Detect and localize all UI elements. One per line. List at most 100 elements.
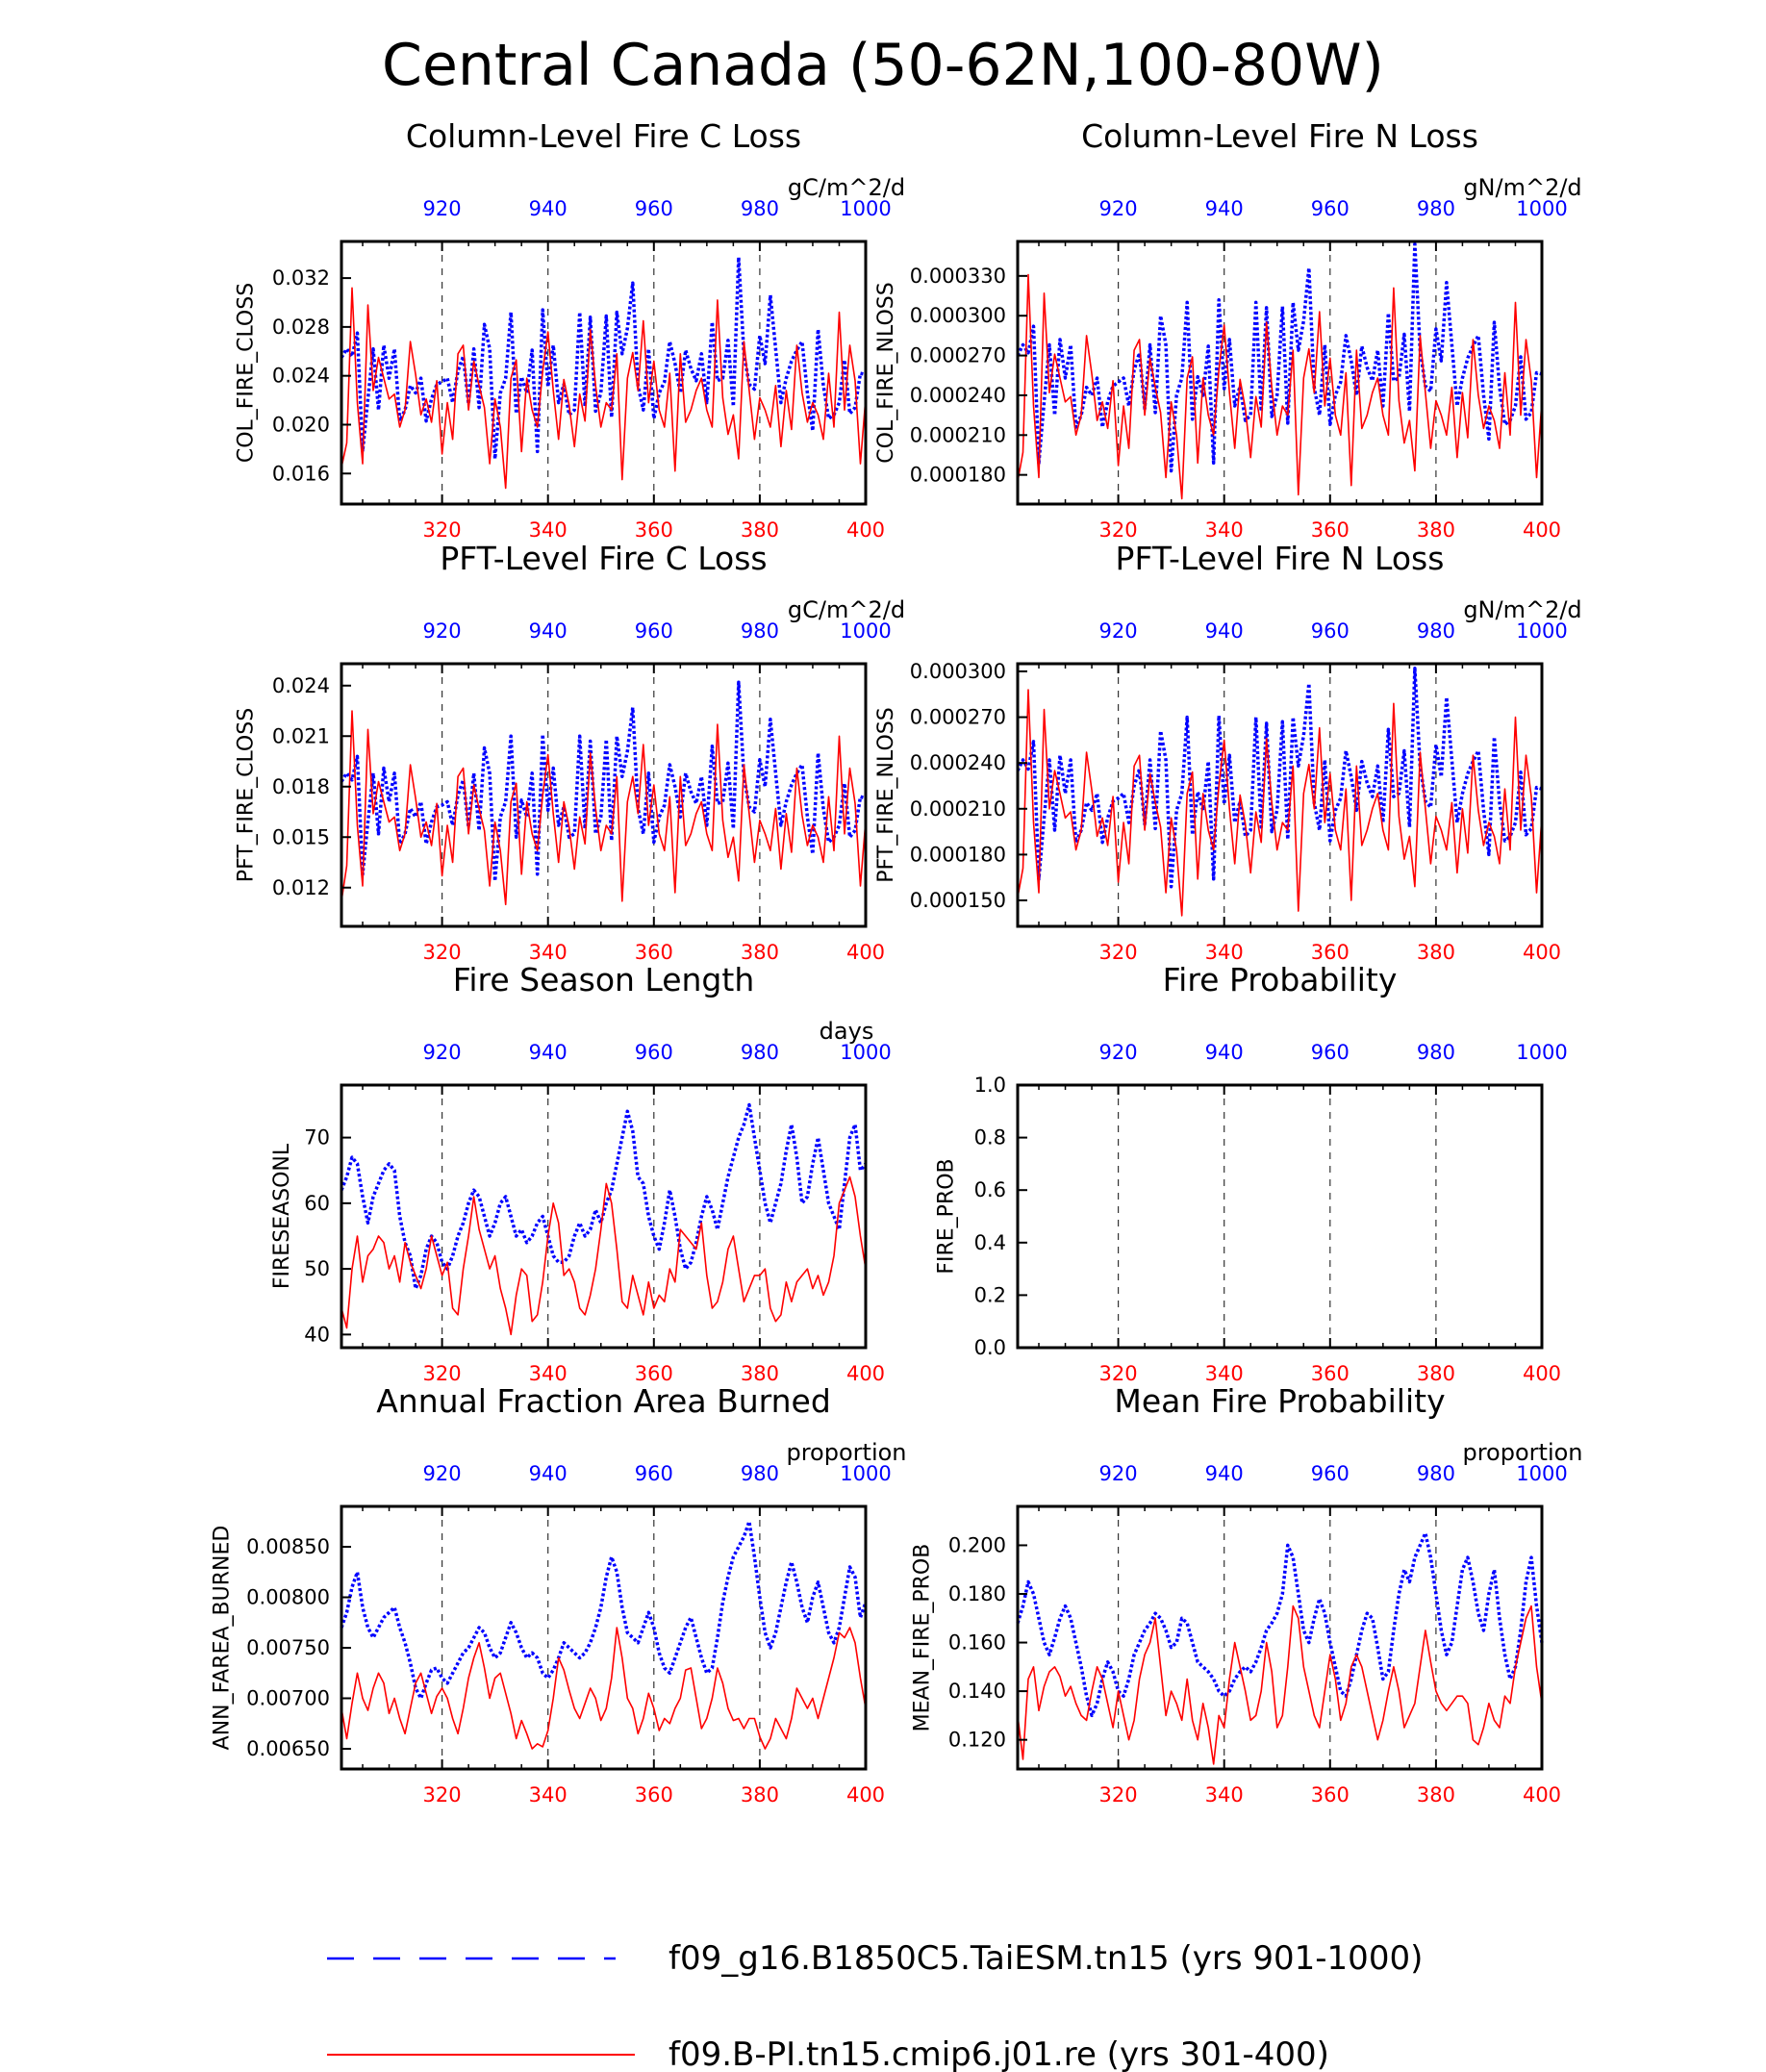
chart-title: PFT-Level Fire N Loss — [1116, 540, 1445, 577]
x-tick-label: 360 — [1311, 1362, 1350, 1385]
x-tick-label: 360 — [635, 1362, 673, 1385]
x-top-tick-label: 960 — [635, 619, 673, 643]
x-tick-label: 320 — [1099, 941, 1138, 964]
y-tick-label: 0.032 — [272, 266, 330, 290]
x-top-tick-label: 920 — [423, 1041, 462, 1064]
plot-frame — [1016, 662, 1544, 928]
y-tick-label: 0.000300 — [910, 660, 1006, 683]
series-line — [1017, 273, 1543, 500]
y-tick-label: 0.024 — [272, 365, 330, 388]
y-tick-label: 0.000240 — [910, 751, 1006, 774]
units-label: proportion — [1462, 1439, 1582, 1466]
units-label: gC/m^2/d — [788, 174, 905, 201]
chart-panel: Annual Fraction Area Burned proportion 320… — [211, 1382, 907, 1807]
x-top-tick-label: 920 — [1099, 197, 1138, 220]
x-top-tick-label: 940 — [1205, 1041, 1244, 1064]
units-label: days — [820, 1018, 874, 1045]
plot-frame — [1016, 240, 1544, 506]
chart-panel: PFT-Level Fire C Loss gC/m^2/d 320 340 360 38… — [235, 540, 906, 964]
chart-title: Fire Season Length — [453, 961, 754, 998]
chart-title: Annual Fraction Area Burned — [376, 1382, 831, 1420]
x-top-tick-label: 920 — [1099, 619, 1138, 643]
x-tick-label: 320 — [423, 518, 462, 542]
x-tick-label: 360 — [1311, 941, 1350, 964]
x-top-tick-label: 1000 — [840, 197, 891, 220]
x-top-tick-label: 940 — [1205, 1462, 1244, 1485]
x-tick-label: 400 — [846, 941, 885, 964]
chart-title: Fire Probability — [1163, 961, 1398, 998]
x-tick-label: 400 — [1523, 941, 1561, 964]
y-tick-label: 0.000180 — [910, 843, 1006, 866]
x-top-tick-label: 960 — [635, 1462, 673, 1485]
chart-panel: Fire Probability 320 340 360 380 400 920 940 960… — [935, 961, 1568, 1385]
units-label: gC/m^2/d — [788, 596, 905, 623]
x-tick-label: 380 — [741, 1362, 779, 1385]
y-tick-label: 0.00800 — [246, 1586, 330, 1609]
x-tick-label: 340 — [529, 518, 568, 542]
chart-panel: Mean Fire Probability proportion 320 340 360… — [911, 1382, 1583, 1807]
y-tick-label: 50 — [304, 1257, 330, 1280]
series-line — [1016, 242, 1543, 473]
chart-panel: Column-Level Fire N Loss gN/m^2/d 320 340 36… — [874, 117, 1582, 542]
y-tick-label: 40 — [304, 1323, 330, 1346]
x-tick-label: 360 — [635, 941, 673, 964]
series-line — [340, 255, 867, 461]
x-tick-label: 320 — [1099, 1783, 1138, 1807]
plot-frame — [1016, 1504, 1544, 1771]
x-tick-label: 380 — [1417, 1362, 1455, 1385]
series-line — [1017, 1605, 1543, 1765]
y-tick-label: 0.2 — [974, 1283, 1006, 1306]
chart-panel: PFT-Level Fire N Loss gN/m^2/d 320 340 360 38… — [874, 540, 1582, 964]
x-top-tick-label: 1000 — [840, 1041, 891, 1064]
y-tick-label: 0.015 — [272, 825, 330, 848]
y-tick-label: 0.012 — [272, 876, 330, 899]
x-tick-label: 340 — [1205, 1783, 1244, 1807]
x-tick-label: 400 — [846, 1783, 885, 1807]
y-axis-label: FIRE_PROB — [935, 1158, 959, 1274]
series-line — [1017, 689, 1543, 917]
x-tick-label: 340 — [529, 941, 568, 964]
x-top-tick-label: 1000 — [1516, 1462, 1567, 1485]
plot-frame — [340, 1083, 868, 1350]
y-tick-label: 0.200 — [948, 1533, 1006, 1556]
units-label: gN/m^2/d — [1463, 596, 1581, 623]
x-top-tick-label: 940 — [1205, 197, 1244, 220]
x-tick-label: 320 — [1099, 1362, 1138, 1385]
x-tick-label: 320 — [423, 1362, 462, 1385]
y-tick-label: 0.000240 — [910, 384, 1006, 407]
y-tick-label: 0.000330 — [910, 265, 1006, 288]
x-top-tick-label: 980 — [741, 197, 779, 220]
y-tick-label: 0.6 — [974, 1178, 1006, 1201]
x-top-tick-label: 980 — [1417, 1462, 1455, 1485]
x-tick-label: 340 — [529, 1362, 568, 1385]
x-tick-label: 380 — [1417, 518, 1455, 542]
plot-frame — [340, 1504, 868, 1771]
x-tick-label: 400 — [1523, 1783, 1561, 1807]
units-label: proportion — [786, 1439, 906, 1466]
y-tick-label: 60 — [304, 1192, 330, 1215]
y-tick-label: 0.140 — [948, 1680, 1006, 1703]
x-tick-label: 400 — [846, 518, 885, 542]
x-top-tick-label: 960 — [1311, 619, 1350, 643]
y-tick-label: 0.016 — [272, 462, 330, 485]
y-tick-label: 70 — [304, 1126, 330, 1150]
y-tick-label: 0.00650 — [246, 1737, 330, 1760]
x-top-tick-label: 940 — [1205, 619, 1244, 643]
chart-title: Column-Level Fire N Loss — [1081, 117, 1478, 155]
x-tick-label: 340 — [1205, 1362, 1244, 1385]
x-tick-label: 340 — [529, 1783, 568, 1807]
y-axis-label: MEAN_FIRE_PROB — [911, 1544, 935, 1732]
x-top-tick-label: 960 — [635, 197, 673, 220]
x-top-tick-label: 980 — [741, 1462, 779, 1485]
x-top-tick-label: 940 — [529, 1041, 568, 1064]
x-top-tick-label: 1000 — [1516, 1041, 1567, 1064]
y-tick-label: 0.8 — [974, 1126, 1006, 1150]
x-top-tick-label: 980 — [1417, 197, 1455, 220]
chart-panel: Fire Season Length days 320 340 360 380 400 920… — [270, 961, 892, 1385]
x-tick-label: 340 — [1205, 941, 1244, 964]
x-top-tick-label: 920 — [423, 197, 462, 220]
y-axis-label: PFT_FIRE_NLOSS — [874, 707, 898, 882]
chart-title: Mean Fire Probability — [1114, 1382, 1445, 1420]
legend: f09_g16.B1850C5.TaiESM.tn15 (yrs 901-100… — [327, 1939, 1423, 2072]
legend-label-taiesm: f09_g16.B1850C5.TaiESM.tn15 (yrs 901-100… — [669, 1939, 1423, 1978]
